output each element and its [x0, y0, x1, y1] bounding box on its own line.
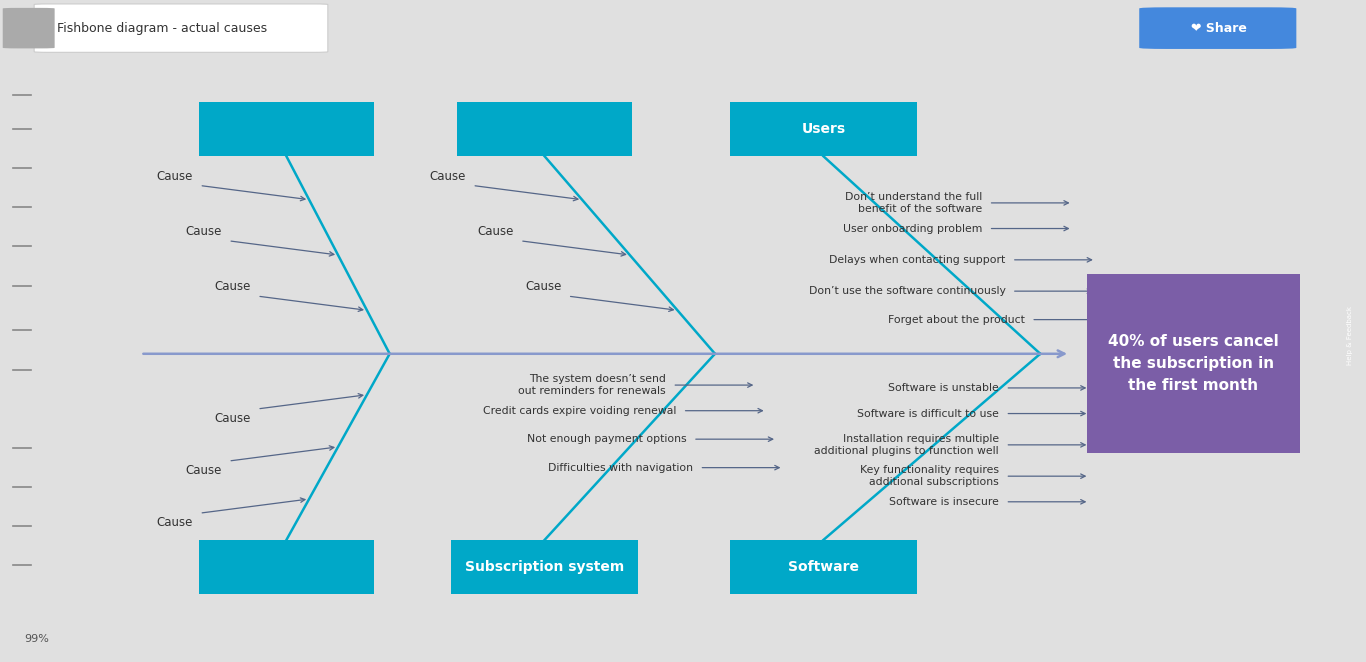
- Text: Help & Feedback: Help & Feedback: [1347, 307, 1354, 365]
- Text: Software is difficult to use: Software is difficult to use: [856, 408, 999, 418]
- FancyBboxPatch shape: [199, 102, 373, 156]
- Text: Not enough payment options: Not enough payment options: [527, 434, 687, 444]
- Text: Cause: Cause: [186, 225, 221, 238]
- Text: User onboarding problem: User onboarding problem: [843, 224, 982, 234]
- Text: Cause: Cause: [186, 464, 221, 477]
- Text: Software: Software: [788, 560, 859, 574]
- Text: Cause: Cause: [477, 225, 514, 238]
- Text: 40% of users cancel
the subscription in
the first month: 40% of users cancel the subscription in …: [1108, 334, 1279, 393]
- Text: Cause: Cause: [214, 412, 251, 425]
- Text: Don’t understand the full
benefit of the software: Don’t understand the full benefit of the…: [846, 192, 982, 214]
- Text: Software is insecure: Software is insecure: [889, 496, 999, 507]
- Text: Forget about the product: Forget about the product: [888, 314, 1024, 324]
- Text: Software is unstable: Software is unstable: [888, 383, 999, 393]
- Text: Cause: Cause: [214, 280, 251, 293]
- Text: Credit cards expire voiding renewal: Credit cards expire voiding renewal: [482, 406, 676, 416]
- Text: ❤ Share: ❤ Share: [1191, 22, 1246, 34]
- FancyBboxPatch shape: [1087, 274, 1299, 453]
- FancyBboxPatch shape: [199, 540, 373, 594]
- Text: Key functionality requires
additional subscriptions: Key functionality requires additional su…: [861, 465, 999, 487]
- Text: Users: Users: [802, 122, 846, 136]
- Text: Difficulties with navigation: Difficulties with navigation: [548, 463, 693, 473]
- Text: 99%: 99%: [25, 634, 49, 644]
- Text: Cause: Cause: [429, 169, 466, 183]
- Text: Cause: Cause: [157, 516, 193, 529]
- FancyBboxPatch shape: [729, 540, 917, 594]
- Text: Subscription system: Subscription system: [464, 560, 624, 574]
- Text: Installation requires multiple
additional plugins to function well: Installation requires multiple additiona…: [814, 434, 999, 455]
- Text: Fishbone diagram - actual causes: Fishbone diagram - actual causes: [57, 22, 268, 34]
- FancyBboxPatch shape: [34, 4, 328, 52]
- FancyBboxPatch shape: [451, 540, 638, 594]
- Text: Don’t use the software continuously: Don’t use the software continuously: [809, 286, 1005, 296]
- Text: The system doesn’t send
out reminders for renewals: The system doesn’t send out reminders fo…: [518, 374, 665, 396]
- FancyBboxPatch shape: [729, 102, 917, 156]
- Text: Cause: Cause: [157, 169, 193, 183]
- Text: Delays when contacting support: Delays when contacting support: [829, 255, 1005, 265]
- Text: Cause: Cause: [525, 280, 561, 293]
- FancyBboxPatch shape: [3, 8, 55, 48]
- FancyBboxPatch shape: [1139, 7, 1296, 49]
- FancyBboxPatch shape: [458, 102, 631, 156]
